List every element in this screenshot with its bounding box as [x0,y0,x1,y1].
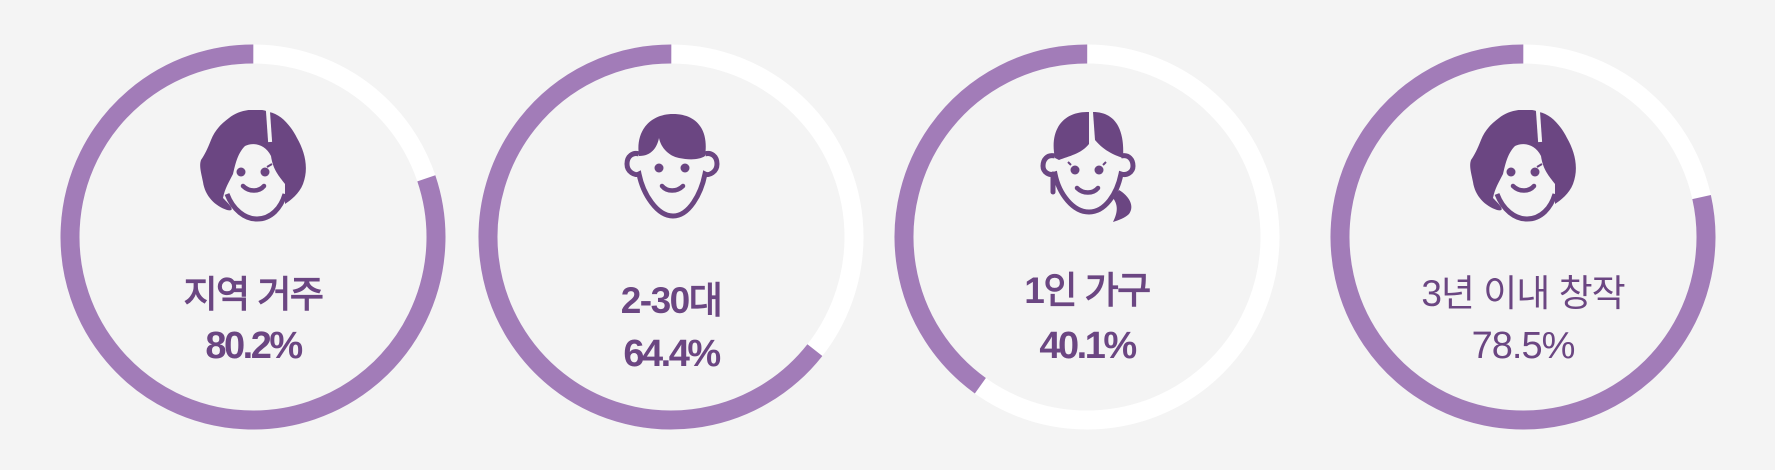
stat-label: 지역 거주 [183,274,324,315]
stat-ring-created-within-3-years: 3년 이내 창작 78.5% [1330,44,1716,430]
young-man-icon [624,114,720,219]
stat-ring-single-household: 1인 가구 40.1% [894,44,1280,430]
progress-ring [894,44,1280,430]
stat-value: 64.4% [623,333,721,375]
stat-value: 80.2% [205,325,303,367]
stat-ring-age-20-30s: 2-30대 64.4% [478,44,864,430]
woman-bob-hair-icon [200,110,306,222]
woman-bob-hair-icon [1470,110,1576,222]
stat-label: 1인 가구 [1024,270,1151,311]
progress-ring [478,44,864,430]
progress-ring [60,44,446,430]
stat-value: 78.5% [1471,325,1576,367]
progress-ring [1330,44,1716,430]
stat-label: 3년 이내 창작 [1421,273,1625,314]
stat-ring-local-residence: 지역 거주 80.2% [60,44,446,430]
stat-label: 2-30대 [620,280,723,321]
stat-value: 40.1% [1039,325,1137,367]
woman-ponytail-icon [1040,112,1136,222]
